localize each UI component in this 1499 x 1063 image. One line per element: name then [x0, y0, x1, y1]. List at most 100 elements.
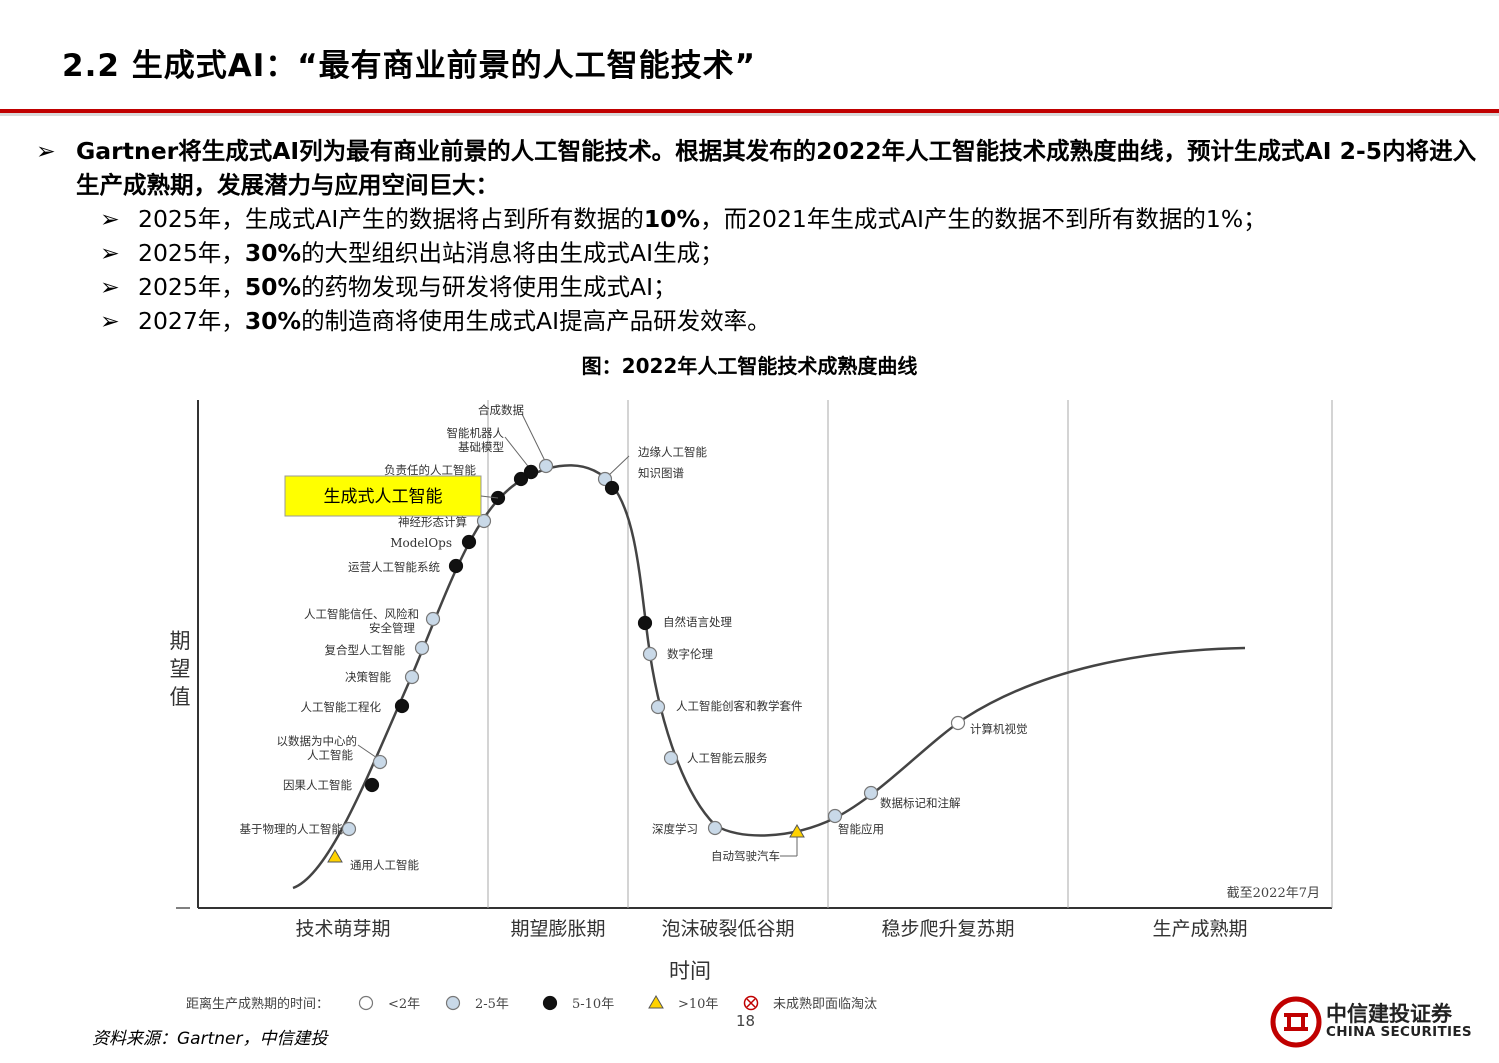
legend-title: 距离生产成熟期的时间： — [186, 996, 329, 1012]
tech-label: 人工智能创客和教学套件 — [676, 699, 803, 713]
tech-label: 智能应用 — [838, 822, 884, 836]
tech-label: 人工智能工程化 — [301, 700, 382, 714]
bullet-section: ➢ Gartner将生成式AI列为最有商业前景的人工智能技术。根据其发布的202… — [30, 134, 1480, 338]
tech-label: 基于物理的人工智能 — [240, 822, 344, 836]
tech-label: 决策智能 — [345, 670, 391, 684]
arrow-bullet-icon: ➢ — [100, 205, 120, 233]
arrow-bullet-icon: ➢ — [36, 137, 56, 165]
label-connector — [480, 495, 499, 499]
tech-label: 自动驾驶汽车 — [711, 849, 780, 863]
tech-label: 深度学习 — [652, 822, 698, 836]
tech-marker — [604, 480, 620, 496]
company-logo: 中信建投证券 CHINA SECURITIES — [1270, 994, 1485, 1050]
tech-marker — [642, 646, 658, 662]
tech-marker — [707, 820, 723, 836]
tech-marker — [827, 808, 843, 824]
slide-title: 2.2 生成式AI：“最有商业前景的人工智能技术” — [62, 48, 756, 84]
tech-label: 负责任的人工智能 — [384, 463, 476, 477]
tech-marker — [372, 754, 388, 770]
phase-label: 稳步爬升复苏期 — [881, 918, 1014, 940]
tech-label: 智能机器人 — [447, 426, 505, 440]
sub-bullet-year: 2025年， — [138, 273, 245, 301]
legend-label: >10年 — [678, 997, 718, 1012]
tech-marker — [863, 785, 879, 801]
tech-marker — [425, 611, 441, 627]
tech-label: 自然语言处理 — [663, 615, 732, 629]
tech-label: 人工智能信任、风险和 — [304, 607, 419, 621]
tech-marker — [663, 750, 679, 766]
x-axis-label: 时间 — [669, 959, 711, 983]
arrow-bullet-icon: ➢ — [100, 307, 120, 335]
title-divider — [0, 109, 1499, 113]
chart-legend: 距离生产成熟期的时间： <2年 2-5年 5-10年 >10年 未成熟即面临淘汰 — [186, 995, 877, 1012]
y-axis-label: 望 — [170, 657, 191, 681]
sub-bullet-post: ，而2021年生成式AI产生的数据不到所有数据的1%； — [700, 205, 1267, 233]
tech-label: 通用人工智能 — [350, 858, 419, 872]
citic-logo-icon — [1270, 996, 1322, 1048]
sub-bullet: ➢ 2027年，30%的制造商将使用生成式AI提高产品研发效率。 — [30, 304, 1480, 338]
tech-label: 数据标记和注解 — [880, 796, 961, 810]
legend-label: 未成熟即面临淘汰 — [773, 996, 877, 1012]
sub-bullet-percent: 30% — [244, 307, 302, 335]
tech-label: 运营人工智能系统 — [348, 560, 440, 574]
y-axis-label: 值 — [170, 685, 191, 709]
phase-label: 生产成熟期 — [1152, 918, 1247, 940]
sub-bullet-year: 2027年， — [138, 307, 245, 335]
tech-label: 数字伦理 — [667, 647, 713, 661]
tech-label: 基础模型 — [458, 440, 504, 454]
sub-bullet-percent: 50% — [244, 273, 302, 301]
arrow-bullet-icon: ➢ — [100, 239, 120, 267]
tech-label: 因果人工智能 — [283, 778, 352, 792]
legend-marker — [358, 995, 374, 1011]
tech-label: 计算机视觉 — [970, 722, 1028, 736]
tech-marker — [538, 458, 554, 474]
sub-bullet-percent: 30% — [244, 239, 302, 267]
sub-bullet-list: ➢ 2025年，生成式AI产生的数据将占到所有数据的10%，而2021年生成式AI… — [30, 202, 1480, 338]
phase-label: 期望膨胀期 — [510, 918, 605, 940]
highlight-box — [284, 475, 482, 517]
main-bullet-text: Gartner将生成式AI列为最有商业前景的人工智能技术。根据其发布的2022年… — [76, 137, 1477, 199]
logo-text-en: CHINA SECURITIES — [1326, 1024, 1472, 1040]
sub-bullet-year: 2025年， — [138, 205, 245, 233]
cross-icon — [746, 998, 756, 1008]
legend-label: <2年 — [388, 997, 420, 1012]
tech-marker — [950, 715, 966, 731]
phase-label: 技术萌芽期 — [295, 918, 390, 940]
tech-label: 安全管理 — [369, 621, 415, 635]
label-connector — [606, 455, 630, 478]
tech-marker — [650, 699, 666, 715]
figure-caption: 图：2022年人工智能技术成熟度曲线 — [581, 354, 918, 378]
as-of-note: 截至2022年7月 — [1227, 886, 1320, 901]
legend-marker — [648, 995, 664, 1009]
tech-marker — [513, 471, 529, 487]
tech-marker — [789, 824, 805, 838]
sub-bullet: ➢ 2025年，生成式AI产生的数据将占到所有数据的10%，而2021年生成式AI… — [30, 202, 1480, 236]
tech-marker — [341, 821, 357, 837]
legend-label: 5-10年 — [572, 997, 614, 1012]
tech-label: 人工智能云服务 — [687, 751, 768, 765]
tech-marker — [414, 640, 430, 656]
title-divider-shadow — [0, 113, 1499, 116]
tech-marker — [637, 615, 653, 631]
tech-marker — [394, 698, 410, 714]
sub-bullet-percent: 10% — [643, 205, 701, 233]
sub-bullet-year: 2025年， — [138, 239, 245, 267]
main-bullet: ➢ Gartner将生成式AI列为最有商业前景的人工智能技术。根据其发布的202… — [30, 134, 1480, 202]
sub-bullet-post: 的大型组织出站消息将由生成式AI生成； — [301, 239, 724, 267]
tech-label: 神经形态计算 — [398, 515, 467, 529]
phase-label: 泡沫破裂低谷期 — [661, 918, 794, 940]
page-number: 18 — [736, 1012, 756, 1030]
tech-label: 人工智能 — [307, 748, 353, 762]
legend-label: 2-5年 — [475, 997, 509, 1012]
tech-marker — [476, 513, 492, 529]
tech-label: 以数据为中心的 — [277, 734, 358, 748]
tech-label: 合成数据 — [478, 403, 524, 417]
legend-marker — [445, 995, 461, 1011]
tech-marker — [364, 777, 380, 793]
source-note: 资料来源：Gartner，中信建投 — [92, 1029, 328, 1049]
legend-marker — [542, 995, 558, 1011]
highlight-label: 生成式人工智能 — [324, 487, 443, 507]
tech-marker — [461, 534, 477, 550]
